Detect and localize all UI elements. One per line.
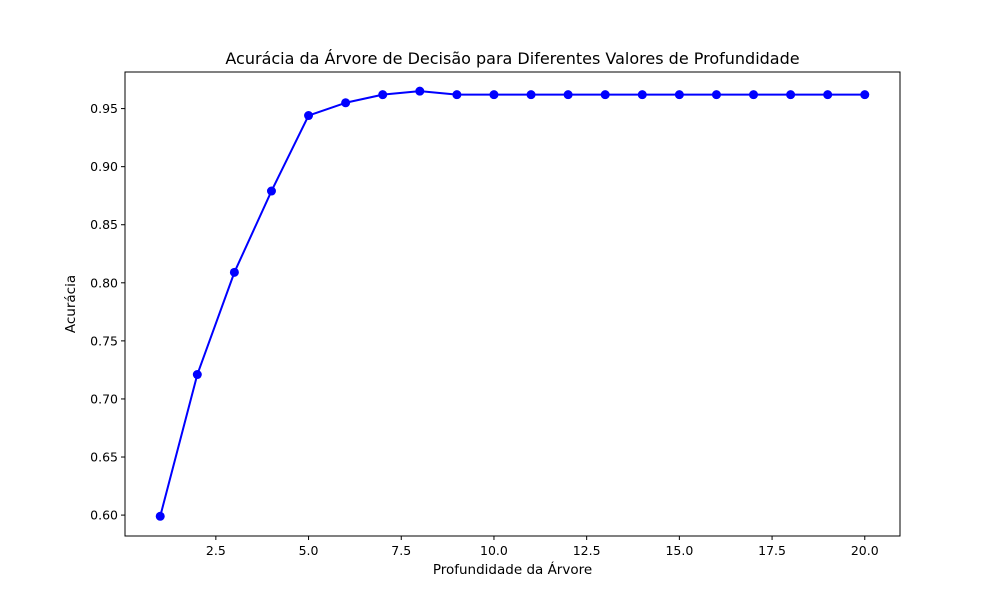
data-point [341, 98, 351, 108]
x-tick-label: 7.5 [391, 543, 411, 558]
data-point [711, 90, 721, 100]
y-tick-label: 0.90 [90, 159, 118, 174]
series-markers [155, 86, 870, 521]
data-point [192, 370, 202, 380]
y-tick-label: 0.70 [90, 391, 118, 406]
y-tick-label: 0.65 [90, 450, 118, 465]
data-point [266, 186, 276, 196]
plot-area-frame [124, 71, 901, 537]
data-point [786, 90, 796, 100]
data-point [452, 90, 462, 100]
x-tick-label: 17.5 [758, 543, 786, 558]
data-point [229, 267, 239, 277]
y-axis-ticks: 0.60 0.65 0.70 0.75 0.80 0.85 0.90 0.95 [90, 101, 125, 523]
data-point [563, 90, 573, 100]
data-point [600, 90, 610, 100]
data-point [155, 511, 165, 521]
x-tick-label: 10.0 [480, 543, 508, 558]
data-point [304, 111, 314, 121]
data-point [489, 90, 499, 100]
y-tick-label: 0.85 [90, 217, 118, 232]
y-tick-label: 0.75 [90, 333, 118, 348]
y-tick-label: 0.80 [90, 275, 118, 290]
x-tick-label: 5.0 [299, 543, 319, 558]
y-tick-label: 0.60 [90, 508, 118, 523]
chart-title: Acurácia da Árvore de Decisão para Difer… [225, 49, 799, 68]
y-axis-label: Acurácia [63, 275, 79, 333]
data-point [415, 86, 425, 96]
x-tick-label: 12.5 [573, 543, 601, 558]
x-tick-label: 20.0 [851, 543, 879, 558]
y-tick-label: 0.95 [90, 101, 118, 116]
data-point [823, 90, 833, 100]
data-point [749, 90, 759, 100]
data-point [526, 90, 536, 100]
x-axis-ticks: 2.5 5.0 7.5 10.0 12.5 15.0 17.5 20.0 [206, 536, 879, 558]
data-point [674, 90, 684, 100]
x-tick-label: 15.0 [665, 543, 693, 558]
x-axis-label: Profundidade da Árvore [433, 561, 592, 578]
data-point [860, 90, 870, 100]
data-point [637, 90, 647, 100]
data-point [378, 90, 388, 100]
x-tick-label: 2.5 [206, 543, 226, 558]
series-line [159, 90, 865, 517]
